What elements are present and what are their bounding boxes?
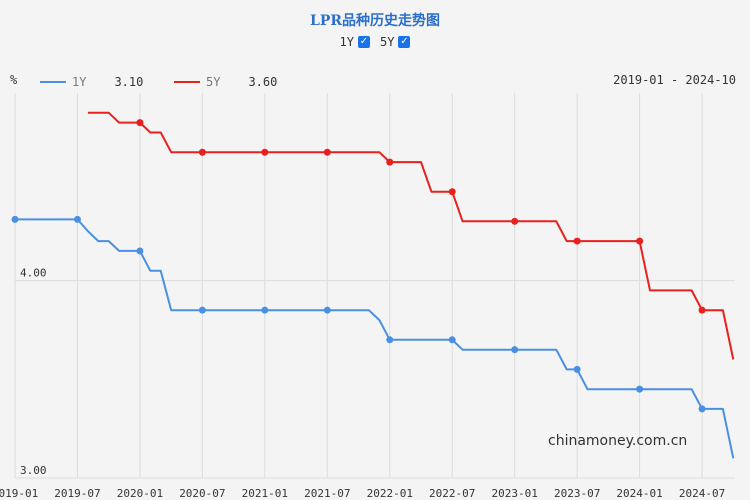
toggle-5y[interactable]: 5Y ✓ <box>380 35 411 49</box>
data-point-1y[interactable] <box>573 365 581 373</box>
grid-lines <box>14 93 735 479</box>
data-point-5y[interactable] <box>136 119 144 127</box>
y-tick-label: 3.00 <box>20 464 47 477</box>
data-point-5y[interactable] <box>323 148 331 156</box>
data-point-5y[interactable] <box>573 237 581 245</box>
x-tick-label: 2024-07 <box>679 487 725 500</box>
data-point-1y[interactable] <box>73 215 81 223</box>
toggle-1y-label: 1Y <box>339 35 354 49</box>
legend-value-1y: 3.10 <box>114 75 144 89</box>
x-tick-label: 2023-07 <box>554 487 600 500</box>
checkbox-5y-icon[interactable]: ✓ <box>398 36 411 48</box>
x-tick-label: 2020-07 <box>179 487 225 500</box>
data-point-5y[interactable] <box>386 158 394 166</box>
x-tick-label: 2021-07 <box>304 487 350 500</box>
data-point-5y[interactable] <box>448 188 456 196</box>
data-point-1y[interactable] <box>261 306 269 314</box>
data-point-5y[interactable] <box>636 237 644 245</box>
legend-name-5y: 5Y <box>206 75 221 89</box>
x-tick-label: 2023-01 <box>492 487 538 500</box>
y-unit-label: % <box>10 73 18 87</box>
data-point-5y[interactable] <box>261 148 269 156</box>
x-tick-label: 2020-01 <box>117 487 163 500</box>
legend-item-1y[interactable]: 1Y 3.10 <box>40 75 143 89</box>
data-point-1y[interactable] <box>136 247 144 255</box>
series-layer <box>11 111 735 459</box>
x-tick-label: 2024-01 <box>616 487 662 500</box>
x-tick-label: 2019-01 <box>0 487 38 500</box>
data-point-1y[interactable] <box>198 306 206 314</box>
axis-labels: 2019-01 2019-07 2020-01 2020-07 2021-01 2021-… <box>0 267 725 500</box>
series-line-5y <box>87 111 735 360</box>
data-point-1y[interactable] <box>698 405 706 413</box>
legend-value-5y: 3.60 <box>248 75 278 89</box>
data-point-5y[interactable] <box>198 148 206 156</box>
date-range: 2019-01 - 2024-10 <box>613 73 736 87</box>
x-tick-label: 2021-01 <box>242 487 288 500</box>
toggle-1y[interactable]: 1Y ✓ <box>340 35 370 49</box>
legend-swatch-1y <box>40 81 66 83</box>
legend-name-1y: 1Y <box>72 75 87 89</box>
data-point-1y[interactable] <box>386 336 394 344</box>
x-tick-label: 2022-07 <box>429 487 475 500</box>
legend-swatch-5y <box>174 81 200 83</box>
data-point-1y[interactable] <box>636 385 644 393</box>
data-point-1y[interactable] <box>511 346 519 354</box>
data-point-1y[interactable] <box>11 215 19 223</box>
chart-title: LPR品种历史走势图 <box>309 13 440 29</box>
x-tick-label: 2019-07 <box>54 487 100 500</box>
data-point-1y[interactable] <box>323 306 331 314</box>
checkbox-1y-icon[interactable]: ✓ <box>358 36 370 48</box>
watermark-text: chinamoney.com.cn <box>548 433 687 449</box>
x-tick-label: 2022-01 <box>367 487 413 500</box>
data-point-1y[interactable] <box>448 336 456 344</box>
toggle-5y-label: 5Y <box>380 35 395 49</box>
data-point-5y[interactable] <box>511 217 519 225</box>
data-point-5y[interactable] <box>698 306 706 314</box>
legend-item-5y[interactable]: 5Y 3.60 <box>174 75 277 89</box>
y-tick-label: 4.00 <box>20 267 47 280</box>
series-toggles: 1Y ✓ 5Y ✓ <box>0 35 750 49</box>
series-line-1y <box>15 218 735 459</box>
